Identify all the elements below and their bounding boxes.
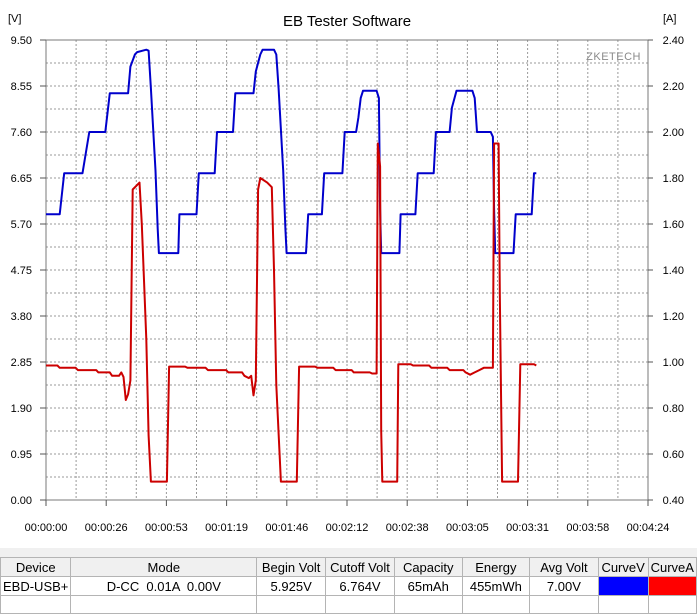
left-tick-label: 0.95 — [11, 449, 32, 461]
header-curve-a: CurveA — [647, 557, 697, 577]
series-layer — [46, 48, 537, 483]
right-tick-label: 0.40 — [663, 495, 684, 507]
cell-cutoff-volt: 6.764V — [325, 576, 395, 596]
x-tick-label: 00:02:38 — [386, 522, 429, 534]
cell-mode: D-CC 0.01A 0.00V — [70, 576, 258, 596]
left-tick-label: 9.50 — [11, 35, 32, 47]
x-tick-label: 00:00:26 — [85, 522, 128, 534]
x-tick-label: 00:03:58 — [566, 522, 609, 534]
left-tick-label: 5.70 — [11, 219, 32, 231]
right-tick-label: 1.40 — [663, 265, 684, 277]
empty-cell — [597, 595, 649, 614]
watermark-text: ZKETECH — [586, 51, 641, 63]
empty-cell — [325, 595, 395, 614]
x-tick-label: 00:03:05 — [446, 522, 489, 534]
x-tick-label: 00:00:00 — [25, 522, 68, 534]
header-device: Device — [0, 557, 72, 577]
cell-energy: 455mWh — [461, 576, 531, 596]
empty-cell — [256, 595, 327, 614]
curve-v-color-swatch[interactable] — [597, 576, 649, 596]
empty-cell — [529, 595, 599, 614]
header-mode: Mode — [70, 557, 258, 577]
empty-cell — [393, 595, 463, 614]
header-begin-volt: Begin Volt — [256, 557, 327, 577]
left-tick-label: 8.55 — [11, 81, 32, 93]
left-tick-label: 4.75 — [11, 265, 32, 277]
voltage-current-chart: EB Tester Software [V] [A] ZKETECH 0.000… — [8, 13, 684, 534]
right-tick-label: 1.60 — [663, 219, 684, 231]
right-tick-label: 2.20 — [663, 81, 684, 93]
cell-capacity: 65mAh — [393, 576, 463, 596]
grid-lines — [46, 40, 648, 500]
right-tick-label: 1.00 — [663, 357, 684, 369]
cell-begin-volt: 5.925V — [256, 576, 327, 596]
empty-cell — [647, 595, 697, 614]
left-tick-label: 2.85 — [11, 357, 32, 369]
right-tick-label: 0.60 — [663, 449, 684, 461]
table-row[interactable]: EBD-USB+ D-CC 0.01A 0.00V 5.925V 6.764V … — [0, 576, 697, 596]
curve-a-color-swatch[interactable] — [647, 576, 697, 596]
series-line-curvev — [46, 48, 537, 255]
header-capacity: Capacity — [393, 557, 463, 577]
right-tick-label: 2.00 — [663, 127, 684, 139]
left-tick-label: 1.90 — [11, 403, 32, 415]
header-energy: Energy — [461, 557, 531, 577]
header-curve-v: CurveV — [597, 557, 649, 577]
right-axis-unit: [A] — [663, 13, 676, 25]
right-tick-label: 2.40 — [663, 35, 684, 47]
cell-avg-volt: 7.00V — [529, 576, 599, 596]
chart-area: EB Tester Software [V] [A] ZKETECH 0.00 0… — [0, 0, 697, 548]
empty-cell — [70, 595, 258, 614]
empty-table-row — [0, 595, 697, 614]
right-tick-label: 1.20 — [663, 311, 684, 323]
results-table: Device Mode Begin Volt Cutoff Volt Capac… — [0, 557, 697, 614]
header-cutoff-volt: Cutoff Volt — [325, 557, 395, 577]
empty-cell — [461, 595, 531, 614]
left-tick-label: 6.65 — [11, 173, 32, 185]
x-tick-label: 00:01:46 — [265, 522, 308, 534]
right-tick-label: 0.80 — [663, 403, 684, 415]
right-tick-label: 1.80 — [663, 173, 684, 185]
left-axis-ticks: 0.00 0.95 1.90 2.85 3.80 4.75 5.70 6.65 7.60 8.55… — [11, 35, 46, 507]
series-line-curvea — [46, 142, 537, 483]
table-header-row: Device Mode Begin Volt Cutoff Volt Capac… — [0, 557, 697, 577]
header-avg-volt: Avg Volt — [529, 557, 599, 577]
x-axis-ticks: 00:00:00 00:00:26 00:00:53 00:01:19 00:01:46… — [25, 500, 670, 534]
left-tick-label: 3.80 — [11, 311, 32, 323]
x-tick-label: 00:04:24 — [627, 522, 670, 534]
left-tick-label: 0.00 — [11, 495, 32, 507]
x-tick-label: 00:03:31 — [506, 522, 549, 534]
x-tick-label: 00:02:12 — [326, 522, 369, 534]
x-tick-label: 00:00:53 — [145, 522, 188, 534]
left-tick-label: 7.60 — [11, 127, 32, 139]
chart-title: EB Tester Software — [283, 13, 411, 30]
cell-device: EBD-USB+ — [0, 576, 72, 596]
left-axis-unit: [V] — [8, 13, 21, 25]
empty-cell — [0, 595, 72, 614]
x-tick-label: 00:01:19 — [205, 522, 248, 534]
right-axis-ticks: 0.40 0.60 0.80 1.00 1.20 1.40 1.60 1.80 2.00 2.20… — [648, 35, 684, 507]
